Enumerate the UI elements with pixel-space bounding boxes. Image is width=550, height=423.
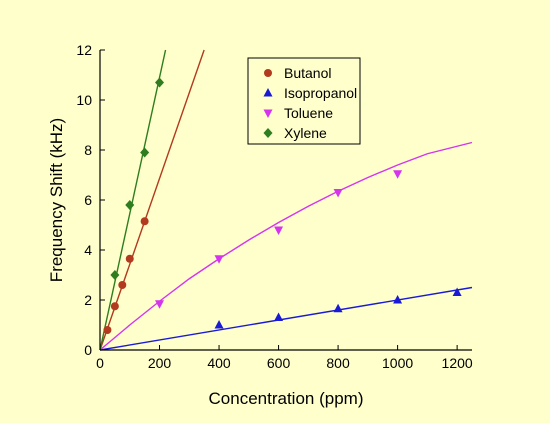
toluene-point — [333, 189, 343, 198]
isopropanol-point — [452, 287, 462, 296]
legend-toluene-label: Toluene — [284, 105, 333, 121]
butanol-point — [140, 217, 149, 226]
toluene-point — [393, 170, 403, 179]
xylene-point — [125, 200, 135, 210]
x-tick-label: 1200 — [442, 355, 473, 371]
xylene-point — [110, 270, 120, 280]
legend-butanol-marker — [264, 69, 272, 77]
x-tick-label: 600 — [267, 355, 291, 371]
xylene-point — [140, 147, 150, 158]
isopropanol-point — [214, 320, 224, 329]
x-tick-label: 1000 — [382, 355, 413, 371]
isopropanol-fit-line — [99, 286, 473, 351]
x-tick-label: 400 — [207, 355, 231, 371]
y-tick-label: 8 — [84, 142, 92, 158]
y-ticks: 0 2 4 6 8 10 12 — [76, 42, 105, 358]
butanol-fit-line — [99, 49, 205, 351]
y-tick-label: 6 — [84, 192, 92, 208]
isopropanol-point — [393, 295, 403, 304]
legend-butanol-label: Butanol — [284, 65, 331, 81]
y-tick-label: 12 — [76, 42, 92, 58]
data-markers — [103, 77, 462, 334]
legend-xylene-label: Xylene — [284, 125, 327, 141]
toluene-point — [214, 255, 224, 264]
y-tick-label: 10 — [76, 92, 92, 108]
x-tick-label: 0 — [96, 355, 104, 371]
x-ticks: 0 200 400 600 800 1000 1200 — [96, 345, 473, 371]
xylene-fit-line — [99, 49, 167, 351]
legend-isopropanol-marker — [263, 88, 273, 97]
y-tick-label: 0 — [84, 342, 92, 358]
legend-isopropanol-label: Isopropanol — [284, 85, 357, 101]
y-tick-label: 4 — [84, 242, 92, 258]
legend-toluene-marker — [263, 109, 273, 118]
toluene-point — [155, 300, 165, 309]
xylene-point — [155, 77, 165, 88]
legend-xylene-marker — [263, 128, 273, 138]
butanol-point — [110, 302, 119, 311]
x-axis-title: Concentration (ppm) — [209, 389, 364, 408]
isopropanol-point — [274, 312, 284, 321]
toluene-point — [274, 226, 284, 235]
isopropanol-point — [333, 303, 343, 313]
butanol-point — [125, 254, 134, 263]
butanol-point — [103, 326, 112, 334]
legend: Butanol Isopropanol Toluene Xylene — [247, 57, 361, 145]
x-tick-label: 800 — [326, 355, 350, 371]
y-axis-title: Frequency Shift (kHz) — [47, 118, 66, 282]
y-tick-label: 2 — [84, 292, 92, 308]
x-tick-label: 200 — [148, 355, 172, 371]
butanol-point — [118, 281, 127, 289]
